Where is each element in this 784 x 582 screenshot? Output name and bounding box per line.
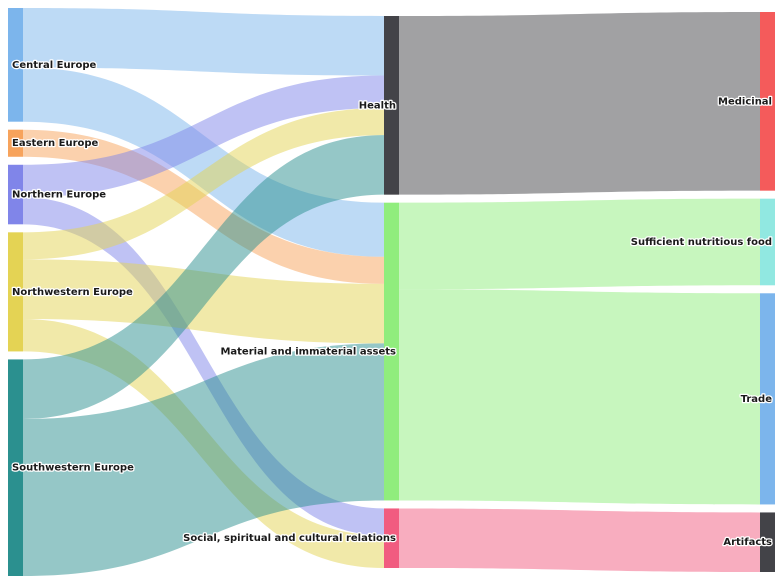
labels-layer: Central Europe Eastern Europe Northern Eur… — [11, 59, 774, 550]
link-northwestern-to-health[interactable] — [23, 108, 384, 260]
link-northern-to-health[interactable] — [23, 75, 384, 198]
label-food: Sufficient nutritious food — [631, 237, 772, 248]
node-assets[interactable] — [384, 202, 399, 501]
node-trade[interactable] — [760, 293, 775, 505]
node-southwestern[interactable] — [8, 359, 23, 576]
node-central[interactable] — [8, 8, 23, 122]
nodes-layer — [8, 8, 775, 576]
node-food[interactable] — [760, 198, 775, 286]
node-eastern[interactable] — [8, 129, 23, 157]
label-health: Health — [359, 100, 396, 111]
node-medicinal[interactable] — [760, 12, 775, 191]
link-assets-to-food[interactable] — [399, 198, 760, 290]
label-artifacts: Artifacts — [723, 537, 772, 548]
link-southwestern-to-health[interactable] — [23, 135, 384, 419]
label-social: Social, spiritual and cultural relations — [183, 533, 396, 544]
node-northwestern[interactable] — [8, 232, 23, 352]
label-trade: Trade — [741, 394, 773, 405]
label-central: Central Europe — [12, 60, 97, 71]
link-central-to-health[interactable] — [23, 8, 384, 76]
label-assets: Material and immaterial assets — [220, 347, 396, 358]
node-social[interactable] — [384, 508, 399, 568]
links-layer — [23, 8, 760, 576]
link-social-to-artifacts[interactable] — [399, 508, 760, 572]
link-assets-to-trade[interactable] — [399, 289, 760, 505]
node-health[interactable] — [384, 16, 399, 195]
label-northern: Northern Europe — [12, 190, 106, 201]
link-health-to-medicinal[interactable] — [399, 12, 760, 195]
label-southwestern: Southwestern Europe — [12, 463, 134, 474]
node-artifacts[interactable] — [760, 512, 775, 572]
link-southwestern-to-assets[interactable] — [23, 343, 384, 576]
label-medicinal: Medicinal — [718, 96, 772, 107]
label-eastern: Eastern Europe — [12, 138, 99, 149]
node-northern[interactable] — [8, 164, 23, 225]
link-northern-to-social[interactable] — [23, 197, 384, 536]
label-northwestern: Northwestern Europe — [12, 287, 133, 298]
